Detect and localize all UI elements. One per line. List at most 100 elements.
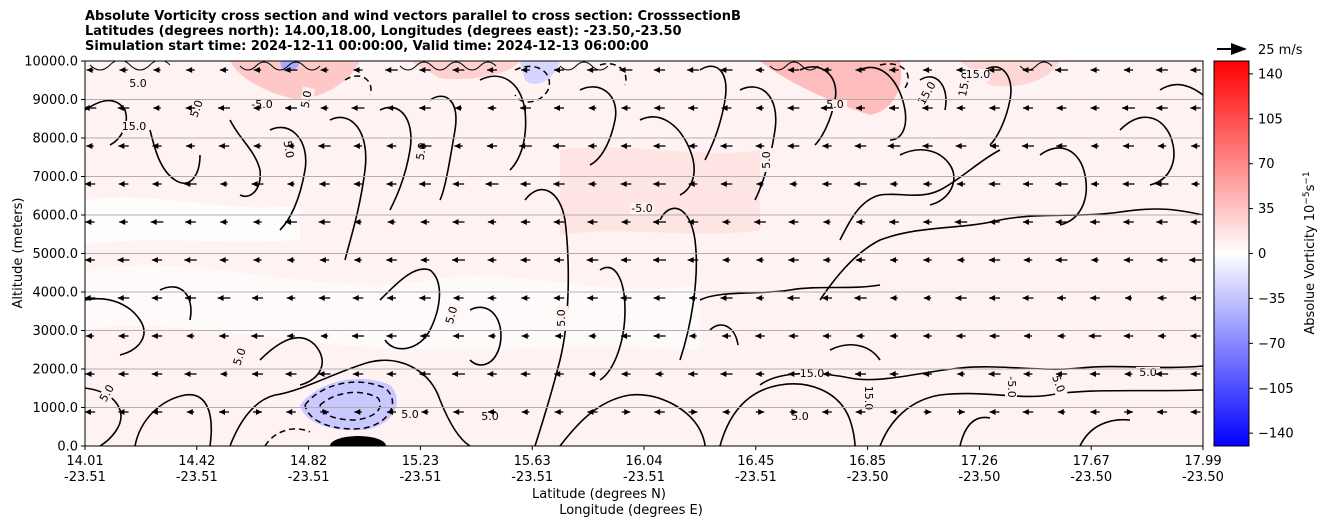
wind-vector xyxy=(722,409,731,415)
wind-vector-head xyxy=(521,295,528,301)
wind-vector-head xyxy=(117,105,124,111)
contour-label-bg xyxy=(800,368,824,380)
wind-vector-head xyxy=(285,105,292,111)
wind-vector-head xyxy=(855,409,862,415)
wind-vector-head xyxy=(253,257,260,263)
wind-vector xyxy=(453,295,464,301)
wind-vector xyxy=(688,409,698,415)
wind-vector-head xyxy=(619,67,626,73)
wind-vector xyxy=(989,105,1000,111)
wind-vector-head xyxy=(722,409,729,415)
wind-vector-head xyxy=(251,295,258,301)
wind-vector xyxy=(385,67,398,73)
wind-vector xyxy=(520,181,531,187)
wind-vector-head xyxy=(118,371,125,377)
wind-vector-head xyxy=(552,143,559,149)
wind-vector xyxy=(453,333,464,339)
wind-vector xyxy=(555,333,563,339)
contour-line xyxy=(229,359,471,446)
contour-label-text: 15.0 xyxy=(800,367,825,380)
wind-vector-head xyxy=(687,219,694,225)
wind-vector xyxy=(85,105,97,111)
wind-vector xyxy=(653,295,666,301)
wind-vector xyxy=(153,67,161,73)
wind-vector-head xyxy=(1157,143,1164,149)
wind-vector-head xyxy=(923,67,930,73)
wind-vector xyxy=(1055,371,1068,377)
wind-vector-head xyxy=(621,105,628,111)
wind-vector-head xyxy=(1022,67,1029,73)
wind-vector xyxy=(1056,295,1067,301)
wind-vector xyxy=(755,409,765,415)
wind-vector-head xyxy=(185,219,192,225)
wind-vector-head xyxy=(720,371,727,377)
wind-vector xyxy=(889,67,899,73)
wind-vector xyxy=(588,181,597,187)
contour-line xyxy=(229,119,261,197)
wind-vector-head xyxy=(923,219,930,225)
wind-vector-head xyxy=(1123,219,1130,225)
wind-vector xyxy=(855,257,866,263)
wind-vector xyxy=(118,143,129,149)
wind-vector-head xyxy=(1124,371,1131,377)
wind-vector-head xyxy=(890,333,897,339)
wind-vector-head xyxy=(856,105,863,111)
wind-vector-head xyxy=(386,333,393,339)
wind-vector xyxy=(554,67,564,73)
wind-vector xyxy=(1055,67,1068,73)
wind-vector xyxy=(989,333,1000,339)
wind-vector-head xyxy=(1190,409,1197,415)
wind-vector xyxy=(688,371,698,377)
contour-label-text: 15.0 xyxy=(966,68,991,81)
wind-vector-head xyxy=(688,181,695,187)
wind-vector-head xyxy=(386,371,393,377)
contour-line xyxy=(769,61,819,71)
wind-vector xyxy=(85,257,95,263)
wind-vector-head xyxy=(352,295,359,301)
wind-vector-head xyxy=(1190,219,1197,225)
wind-vector-head xyxy=(1156,257,1163,263)
wind-vector-head xyxy=(854,143,861,149)
colorbar-tick-label: 105 xyxy=(1258,112,1283,127)
x-tick-label-lon: -23.51 xyxy=(511,470,553,485)
wind-vector xyxy=(988,257,1001,263)
wind-vector xyxy=(1056,143,1067,149)
contour-label-text: 5.0 xyxy=(791,410,809,423)
wind-vector xyxy=(419,67,431,73)
wind-vector-head xyxy=(454,143,461,149)
wind-vector-head xyxy=(152,181,159,187)
wind-vector-head xyxy=(554,257,561,263)
wind-vector xyxy=(989,295,1000,301)
wind-vector xyxy=(722,257,731,263)
wind-vector-head xyxy=(791,409,798,415)
colorbar xyxy=(1213,60,1250,447)
wind-vector xyxy=(1088,333,1102,339)
wind-vector xyxy=(955,143,967,149)
wind-vector xyxy=(655,371,664,377)
wind-vector-head xyxy=(756,105,763,111)
wind-vector-head xyxy=(520,181,527,187)
wind-vector xyxy=(419,105,431,111)
wind-vector-head xyxy=(319,257,326,263)
wind-vector xyxy=(821,295,833,301)
wind-vector-head xyxy=(184,257,191,263)
wind-vector xyxy=(1023,333,1033,339)
wind-vector-head xyxy=(519,143,526,149)
wind-vector xyxy=(988,371,1001,377)
wind-vector-head xyxy=(1091,257,1098,263)
wind-vector xyxy=(486,143,498,149)
wind-vector-head xyxy=(287,257,294,263)
wind-vector xyxy=(788,257,799,263)
contour-line xyxy=(239,61,321,71)
wind-vector-head xyxy=(923,333,930,339)
contour-line xyxy=(1079,418,1131,446)
wind-vector-head xyxy=(620,295,627,301)
negative-contour xyxy=(344,75,372,96)
wind-vector xyxy=(320,105,329,111)
wind-vector xyxy=(386,333,397,339)
wind-vector-head xyxy=(554,409,561,415)
wind-vector xyxy=(720,295,733,301)
contour-line xyxy=(759,365,1203,386)
wind-vector-head xyxy=(1189,257,1196,263)
chart-title: Absolute Vorticity cross section and win… xyxy=(85,9,741,54)
